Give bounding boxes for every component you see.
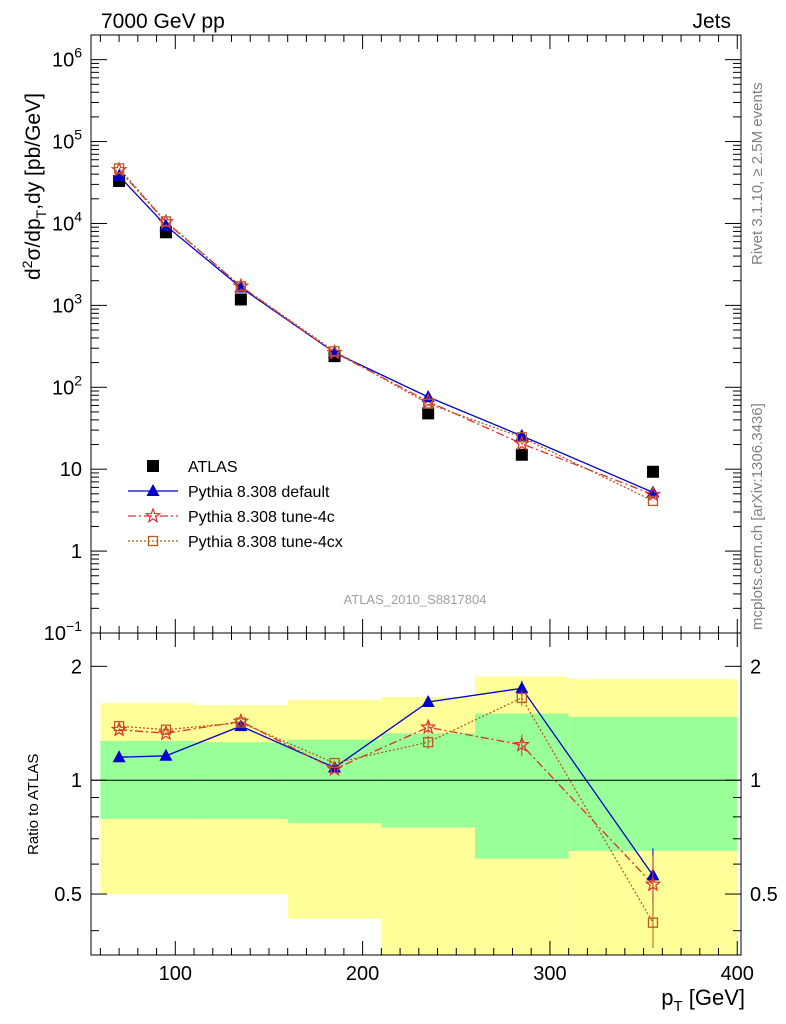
x-axis-label: pT [GeV] bbox=[661, 985, 745, 1015]
main-point-default bbox=[515, 428, 529, 441]
main-y-tick-label: 103 bbox=[52, 290, 82, 317]
main-y-tick-label: 104 bbox=[52, 208, 82, 235]
ratio-y-tick-label-right: 0.5 bbox=[750, 884, 778, 906]
main-y-tick-label: 106 bbox=[52, 45, 82, 72]
legend: ATLAS Pythia 8.308 default Pythia 8.308 tu… bbox=[128, 459, 343, 551]
header-energy-label: 7000 GeV pp bbox=[101, 10, 225, 33]
main-point-tune4cx bbox=[113, 163, 125, 174]
rivet-version-label: Rivet 3.1.10, ≥ 2.5M events bbox=[749, 83, 766, 266]
legend-marker-atlas bbox=[147, 460, 159, 472]
main-line-tune4c bbox=[118, 169, 654, 496]
inner-band-5 bbox=[568, 716, 738, 851]
ratio-y-tick-label-left: 2 bbox=[71, 656, 82, 678]
ratio-point-tune4cx bbox=[160, 724, 172, 735]
mcplots-label: mcplots.cern.ch [arXiv:1306.3436] bbox=[749, 403, 766, 630]
ratio-point-tune4cx bbox=[329, 757, 340, 769]
header-process-label: Jets bbox=[692, 10, 731, 33]
legend-marker-tune4c bbox=[144, 507, 162, 524]
legend-label-default: Pythia 8.308 default bbox=[188, 484, 330, 501]
x-tick-label: 100 bbox=[159, 963, 192, 985]
legend-label-tune4c: Pythia 8.308 tune-4c bbox=[188, 509, 335, 526]
ratio-point-tune4cx bbox=[516, 692, 527, 704]
x-tick-label: 400 bbox=[721, 963, 754, 985]
ratio-series-markers bbox=[110, 680, 662, 949]
ratio-point-default bbox=[421, 694, 435, 707]
main-point-tune4cx bbox=[647, 495, 659, 507]
main-point-tune4cx bbox=[235, 281, 247, 292]
main-line-default bbox=[118, 175, 654, 493]
main-y-tick-label: 105 bbox=[52, 127, 82, 154]
ratio-point-tune4cx bbox=[423, 737, 434, 748]
legend-marker-tune4cx bbox=[147, 535, 159, 547]
legend-label-tune4cx: Pythia 8.308 tune-4cx bbox=[188, 534, 343, 551]
legend-marker-default bbox=[146, 484, 160, 496]
main-point-tune4c bbox=[644, 485, 662, 502]
ratio-y-tick-label-left: 1 bbox=[71, 770, 82, 792]
ratio-point-tune4cx bbox=[235, 717, 247, 728]
main-point-default bbox=[112, 168, 126, 181]
main-line-tune4cx bbox=[118, 167, 654, 502]
main-point-tune4cx bbox=[160, 216, 172, 227]
main-point-atlas bbox=[515, 448, 528, 461]
main-point-tune4cx bbox=[516, 432, 527, 443]
main-point-atlas bbox=[422, 407, 435, 420]
ratio-plot-frame bbox=[90, 632, 742, 956]
main-point-tune4cx bbox=[329, 346, 340, 357]
ratio-point-default bbox=[159, 748, 173, 761]
main-point-tune4cx bbox=[423, 398, 434, 409]
main-point-atlas bbox=[234, 293, 247, 306]
ratio-point-default bbox=[515, 681, 529, 694]
ratio-point-tune4c bbox=[513, 736, 531, 752]
ratio-point-default bbox=[112, 750, 126, 763]
main-series-markers bbox=[110, 161, 662, 507]
ratio-y-tick-label-left: 0.5 bbox=[54, 884, 82, 906]
main-series-lines bbox=[118, 167, 654, 502]
main-y-tick-label: 1 bbox=[71, 541, 82, 563]
ratio-point-tune4c bbox=[644, 875, 662, 892]
ratio-uncertainty-bands bbox=[91, 676, 741, 955]
main-y-axis-label: d2σ/dpT,dy [pb/GeV] bbox=[19, 93, 49, 280]
x-tick-label: 300 bbox=[533, 963, 566, 985]
ratio-y-axis-label: Ratio to ATLAS bbox=[25, 754, 42, 855]
ratio-y-tick-label-right: 2 bbox=[750, 656, 761, 678]
main-y-tick-label: 10−1 bbox=[44, 618, 82, 645]
main-y-tick-label: 10 bbox=[60, 459, 82, 481]
analysis-id: ATLAS_2010_S8817804 bbox=[344, 592, 487, 607]
inner-band-2 bbox=[287, 739, 382, 824]
x-tick-label: 200 bbox=[346, 963, 379, 985]
main-point-atlas bbox=[646, 465, 659, 478]
main-y-tick-label: 102 bbox=[52, 372, 82, 399]
ratio-y-tick-label-right: 1 bbox=[750, 770, 761, 792]
legend-label-atlas: ATLAS bbox=[188, 459, 238, 476]
ratio-point-tune4cx bbox=[647, 917, 659, 928]
ratio-point-tune4c bbox=[419, 718, 437, 735]
ratio-point-tune4cx bbox=[113, 720, 125, 732]
